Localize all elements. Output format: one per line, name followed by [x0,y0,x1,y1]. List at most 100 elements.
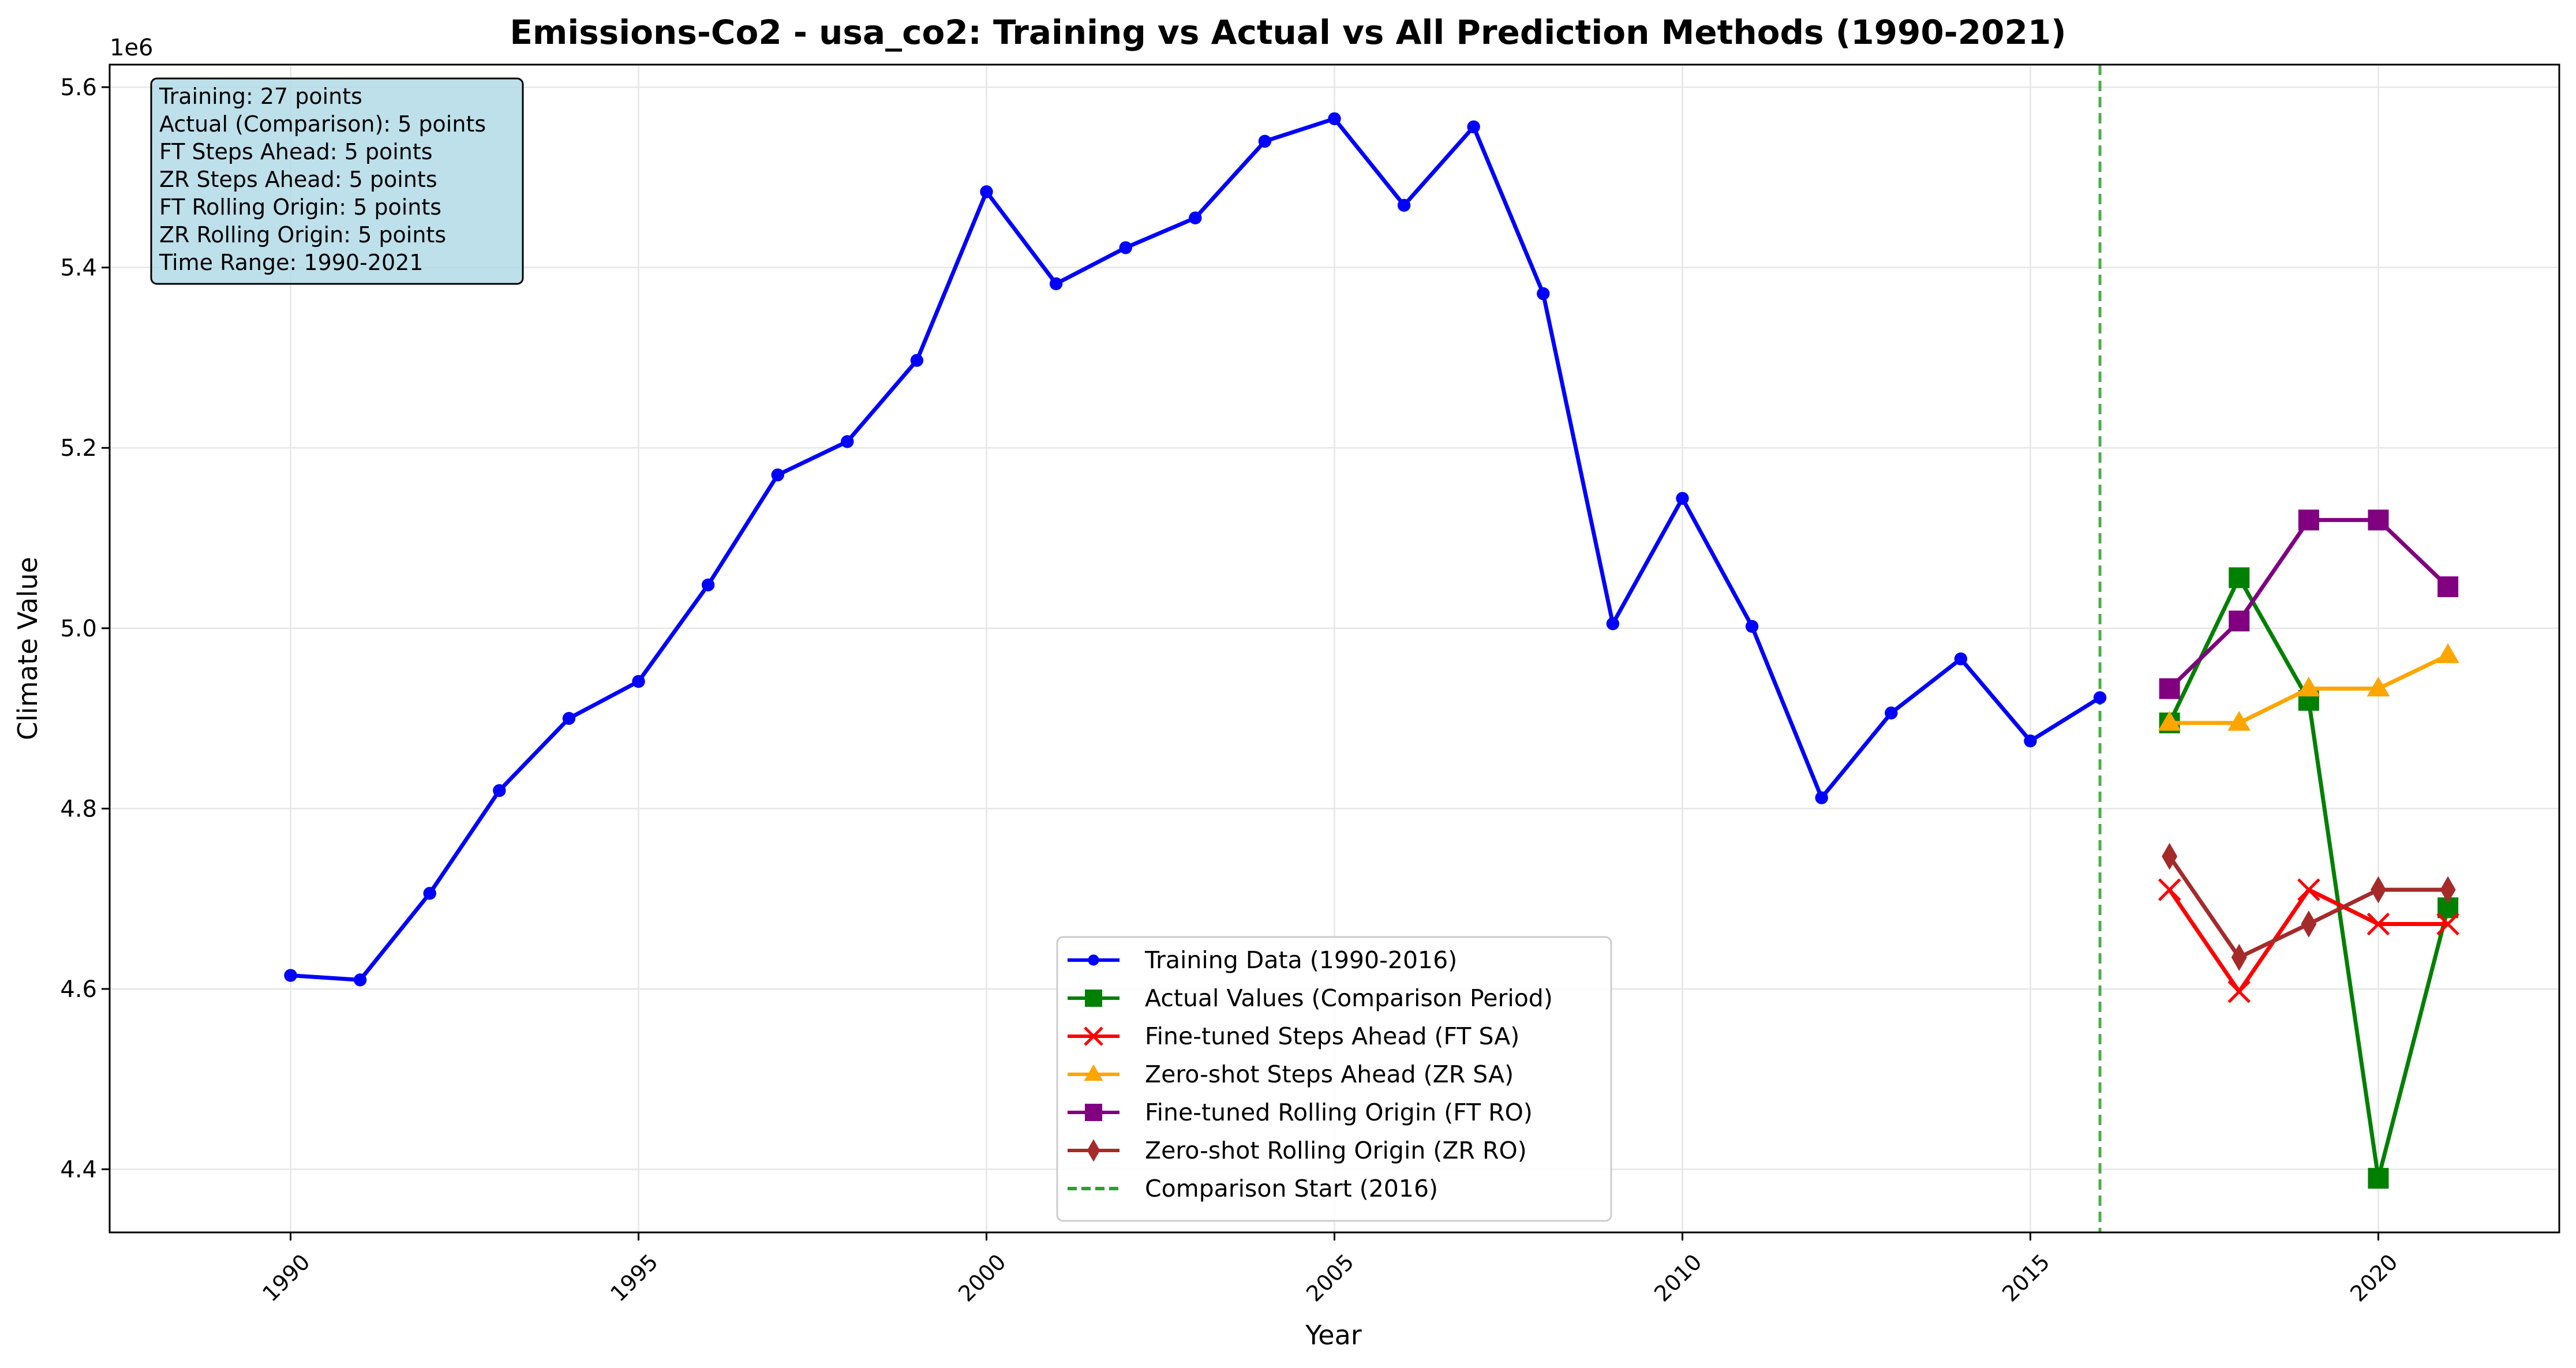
data-point [2159,678,2180,699]
series-2 [2158,878,2459,1003]
data-point [2093,691,2107,704]
data-point-stroke [1084,1026,1103,1046]
data-point [1189,211,1202,224]
data-point [2370,876,2386,904]
legend-label: Actual Values (Comparison Period) [1145,984,1553,1012]
data-point [1085,1104,1102,1121]
series-layer [284,112,2459,1189]
data-point [2368,1168,2389,1189]
data-point [2158,711,2181,731]
data-point [1676,492,1689,505]
data-point [2227,711,2251,731]
data-point [2298,509,2319,531]
data-point [2227,980,2251,1003]
legend-entry: Zero-shot Steps Ahead (ZR SA) [1068,1060,1514,1088]
data-point [2438,576,2459,597]
legend-entry: Actual Values (Comparison Period) [1068,984,1553,1012]
data-point [1328,112,1341,125]
y-tick-label: 5.4 [60,255,97,282]
series-1 [2159,567,2459,1189]
data-point-stroke [2436,912,2459,936]
info-box-line: FT Rolling Origin: 5 points [159,194,441,220]
data-point-stroke [2158,878,2181,901]
data-point [2297,676,2320,697]
data-point-stroke [2367,912,2390,936]
info-box-line: ZR Steps Ahead: 5 points [159,167,437,192]
data-point [2440,876,2456,904]
data-point [1085,990,1102,1007]
data-point [1084,1064,1103,1081]
y-tick-label: 4.6 [60,976,97,1003]
legend-label: Fine-tuned Rolling Origin (FT RO) [1145,1099,1533,1126]
data-point [1885,706,1898,719]
series-3 [2158,643,2459,731]
legend-label: Zero-shot Rolling Origin (ZR RO) [1145,1137,1527,1164]
data-point [2158,878,2181,901]
data-point [423,887,436,900]
legend-label: Fine-tuned Steps Ahead (FT SA) [1145,1022,1519,1050]
data-point [1087,1139,1100,1162]
series-5 [2162,842,2456,971]
series-4 [2159,509,2459,699]
info-box-line: Training: 27 points [159,84,362,109]
data-point [1119,241,1132,254]
data-point-stroke [2227,980,2251,1003]
data-point [910,354,924,367]
data-point [2229,567,2250,589]
data-point [841,435,854,448]
data-point [2162,842,2178,870]
legend-entry: Fine-tuned Steps Ahead (FT SA) [1068,1022,1519,1050]
legend-entry: Fine-tuned Rolling Origin (FT RO) [1068,1099,1533,1126]
data-point [1397,198,1411,212]
info-box-line: Time Range: 1990-2021 [159,250,424,275]
data-point [701,578,715,592]
legend-label: Zero-shot Steps Ahead (ZR SA) [1145,1060,1514,1088]
info-box-line: FT Steps Ahead: 5 points [159,139,433,164]
data-point [2367,676,2390,697]
data-point [1606,617,1620,631]
x-axis-label: Year [1305,1320,1361,1351]
y-tick-label: 5.0 [60,616,97,642]
info-box-background [150,77,524,285]
y-axis-label: Climate Value [12,557,43,740]
data-point [1088,954,1099,966]
data-point [1954,652,1968,666]
chart-title: Emissions-Co2 - usa_co2: Training vs Act… [510,13,2066,52]
data-point [1745,620,1759,633]
legend-items: Training Data (1990-2016) Actual Values (… [1068,946,1553,1202]
data-point [1467,120,1480,134]
grid [110,65,2559,1232]
data-point [284,969,297,982]
y-tick-label: 4.8 [60,796,97,822]
legend-label: Comparison Start (2016) [1145,1175,1438,1202]
y-tick-label: 4.4 [60,1157,97,1183]
data-point [2229,610,2250,632]
data-point [980,185,993,198]
legend: Training Data (1990-2016) Actual Values (… [1056,936,1612,1222]
info-box-line: ZR Rolling Origin: 5 points [159,222,446,248]
data-point [2436,912,2459,936]
data-point [1084,1026,1103,1046]
data-point [1258,134,1272,148]
y-tick-label: 5.6 [60,74,97,101]
data-point [2436,643,2459,664]
legend-box [1056,936,1612,1222]
legend-entry: Training Data (1990-2016) [1068,946,1457,974]
data-point [353,973,367,987]
data-point [2024,734,2037,748]
data-point [2231,943,2247,971]
legend-entry: Zero-shot Rolling Origin (ZR RO) [1068,1137,1527,1164]
y-axis-offset-label: 1e6 [110,35,153,61]
legend-label: Training Data (1990-2016) [1144,946,1457,974]
legend-entry: Comparison Start (2016) [1068,1175,1438,1202]
data-point [1537,287,1550,301]
data-point [2368,509,2389,531]
data-point [2297,878,2320,901]
y-tick-label: 5.2 [60,435,97,462]
data-point-stroke [2297,878,2320,901]
data-point [632,674,645,688]
info-box-line: Actual (Comparison): 5 points [159,111,486,137]
